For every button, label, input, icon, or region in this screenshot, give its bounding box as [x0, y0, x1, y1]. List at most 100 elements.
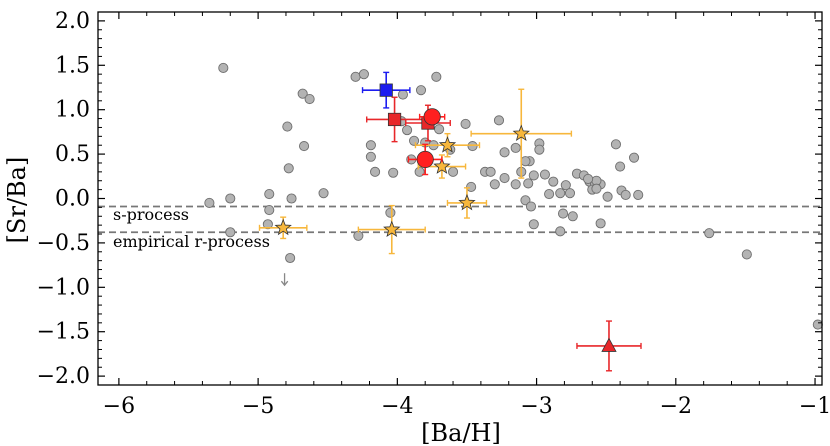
y-tick-label: 2.0	[55, 9, 90, 34]
data-point-gray	[431, 71, 442, 82]
data-point-gray	[528, 170, 539, 181]
data-point-gray	[365, 151, 376, 162]
x-tick-label: −3	[520, 394, 552, 419]
data-point-star	[383, 220, 401, 237]
data-point-gray	[602, 191, 613, 202]
plot-frame	[97, 11, 823, 386]
data-point-gray	[262, 219, 273, 230]
data-point-gray	[510, 142, 521, 153]
data-point-gray	[466, 181, 477, 193]
data-point-gray	[528, 219, 539, 230]
data-point-gray	[409, 135, 420, 146]
y-tick-label: 1.0	[55, 98, 90, 123]
r-process-label: empirical r-process	[113, 232, 270, 251]
data-point-gray	[610, 139, 621, 150]
data-point-gray	[350, 71, 361, 82]
data-point-gray	[620, 189, 631, 200]
data-point-gray	[318, 188, 329, 199]
data-point-gray	[264, 204, 275, 216]
data-point-gray	[499, 147, 510, 158]
data-point-gray	[489, 179, 500, 190]
y-tick-label: −1.5	[37, 320, 90, 345]
data-points	[204, 62, 823, 372]
data-point-gray	[525, 201, 537, 212]
y-tick-label: −0.5	[37, 231, 90, 256]
x-tick-label: −6	[103, 394, 135, 419]
y-axis-label: [Sr/Ba]	[3, 157, 31, 244]
s-process-label: s-process	[113, 205, 189, 224]
data-point-gray	[415, 85, 427, 96]
data-point-gray	[402, 125, 413, 136]
data-point-gray	[555, 188, 566, 199]
data-point-gray	[615, 161, 626, 172]
y-tick-label: 0.0	[55, 187, 90, 212]
data-point-gray	[555, 226, 566, 237]
data-point-gray	[370, 166, 381, 177]
data-point-gray	[297, 88, 308, 99]
axis-ticks: −6 −5 −4 −3 −2 −1 −2.0 −1.5 −1.0 −0.5 0.0 0.5 1.0 1.5…	[37, 9, 830, 419]
upper-limit-arrow-head	[280, 280, 289, 287]
data-point-star	[438, 136, 457, 153]
y-tick-label: 1.5	[55, 53, 90, 78]
data-point-gray	[299, 141, 310, 152]
data-point-gray	[388, 167, 399, 178]
data-point-gray	[544, 189, 555, 200]
data-point-gray	[564, 188, 576, 199]
data-point-gray	[591, 183, 602, 194]
data-point-gray	[204, 197, 215, 208]
data-point-gray	[548, 176, 559, 187]
data-point-star	[512, 124, 530, 142]
data-point-gray	[467, 141, 478, 152]
data-point-gray	[365, 140, 376, 151]
data-point-gray	[304, 93, 315, 105]
data-point-gray	[523, 178, 534, 189]
data-point-gray	[704, 228, 715, 239]
y-tick-label: −2.0	[37, 364, 90, 389]
data-point-gray	[510, 179, 521, 190]
data-point-gray	[520, 195, 531, 206]
data-point-gray	[485, 166, 496, 177]
data-point-gray	[434, 124, 445, 135]
data-point-gray	[264, 189, 275, 200]
x-axis-label: [Ba/H]	[421, 419, 501, 446]
data-point-gray	[567, 211, 578, 222]
data-point-gray	[286, 193, 297, 204]
data-point-gray	[583, 173, 594, 185]
y-tick-label: −1.0	[37, 275, 90, 300]
data-point-gray	[557, 208, 569, 219]
data-point-gray	[282, 121, 293, 132]
data-point-gray	[812, 319, 823, 330]
data-point-red-circle	[423, 108, 441, 126]
data-point-gray	[539, 169, 550, 180]
data-point-gray	[460, 118, 471, 129]
data-point-gray	[493, 115, 505, 126]
data-point-gray	[628, 152, 640, 163]
x-tick-label: −5	[242, 394, 274, 419]
data-point-gray	[534, 144, 545, 155]
data-point-gray	[358, 69, 369, 80]
data-point-gray	[520, 156, 531, 167]
data-point-gray	[397, 89, 408, 100]
reference-lines	[98, 205, 822, 234]
x-tick-label: −2	[660, 394, 692, 419]
data-point-star	[458, 193, 476, 211]
data-point-gray	[447, 166, 459, 177]
x-tick-label: −1	[799, 394, 830, 419]
data-point-red-square	[387, 112, 402, 127]
data-point-blue-square	[379, 83, 393, 97]
data-point-triangle	[601, 337, 617, 352]
data-point-gray	[385, 207, 396, 218]
y-tick-label: 0.5	[55, 142, 90, 167]
x-tick-label: −4	[381, 394, 413, 419]
data-point-gray	[285, 252, 296, 264]
data-point-gray	[633, 189, 644, 200]
data-point-gray	[499, 173, 510, 184]
data-point-gray	[741, 249, 752, 260]
data-point-red-circle	[416, 150, 434, 169]
data-point-gray	[218, 62, 229, 73]
data-point-gray	[225, 193, 236, 204]
data-point-star	[433, 157, 451, 174]
data-point-gray	[283, 163, 294, 174]
data-point-gray	[595, 218, 606, 229]
